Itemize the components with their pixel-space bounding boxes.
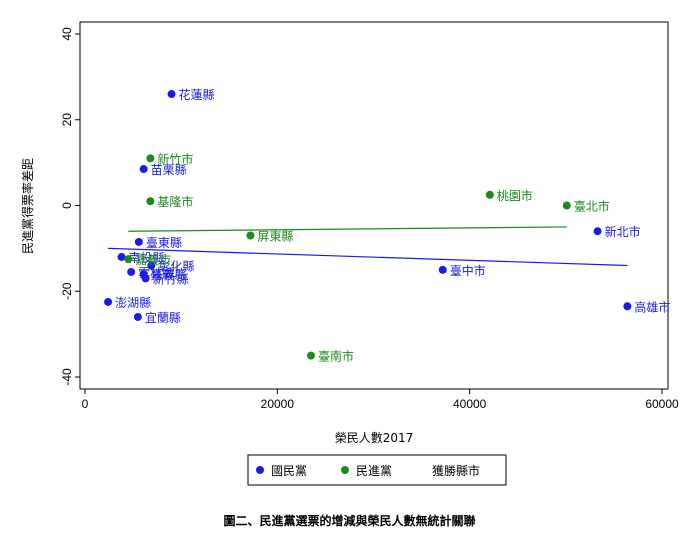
point-label: 彰化縣 (158, 259, 194, 274)
point-label: 基隆市 (157, 194, 193, 209)
data-point (117, 252, 126, 261)
data-point (146, 197, 155, 206)
data-point (146, 154, 155, 163)
point-label: 臺北市 (574, 199, 610, 214)
data-point (133, 312, 142, 321)
legend-label: 民進黨 (356, 464, 392, 478)
fit-lines (108, 226, 628, 267)
y-tick-label: -20 (60, 282, 74, 300)
data-point (167, 90, 176, 99)
legend-label: 國民黨 (271, 464, 307, 478)
data-point (104, 297, 113, 306)
data-point (139, 165, 148, 174)
data-point (134, 237, 143, 246)
data-point (141, 274, 150, 283)
point-label: 苗栗縣 (151, 163, 187, 177)
legend: 國民黨 民進黨 獲勝縣市 (256, 463, 480, 478)
point-label: 桃園市 (497, 188, 533, 203)
point-label: 新竹縣 (153, 271, 189, 286)
legend-label: 獲勝縣市 (432, 463, 480, 478)
point-label: 嘉義市 (135, 252, 171, 267)
data-point (623, 302, 632, 311)
point-label: 澎湖縣 (115, 295, 151, 310)
legend-marker (341, 466, 349, 474)
data-point (124, 255, 133, 264)
point-label: 花蓮縣 (179, 87, 215, 102)
data-points: 花蓮縣苗栗縣臺東縣南投縣彰化縣雲林縣嘉義縣新竹縣澎湖縣宜蘭縣臺中市新北市高雄市新… (104, 87, 670, 364)
x-tick-label: 0 (82, 397, 89, 411)
point-label: 臺東縣 (146, 235, 182, 250)
point-label: 臺南市 (318, 349, 354, 364)
data-point (147, 261, 156, 270)
data-point (127, 267, 136, 276)
y-tick-label: 20 (60, 113, 74, 127)
legend-marker (256, 466, 264, 474)
point-label: 南投縣 (129, 250, 165, 265)
x-tick-label: 20000 (261, 397, 295, 411)
x-tick-label: 40000 (453, 397, 487, 411)
figure-caption: 圖二、民進黨選票的增減與榮民人數無統計關聯 (223, 514, 476, 528)
x-axis-label: 榮民人數2017 (335, 431, 414, 445)
legend-box (247, 454, 507, 486)
fit-line-0 (108, 247, 628, 267)
axes: 0 20000 40000 60000 -40 -20 0 20 40 (60, 27, 679, 411)
point-label: 高雄市 (634, 299, 670, 314)
point-label: 新竹市 (157, 151, 193, 166)
data-point (593, 227, 602, 236)
point-label: 屏東縣 (257, 230, 293, 244)
y-axis-label: 民進黨得票率差距 (20, 158, 35, 254)
data-point (306, 351, 315, 360)
data-point (246, 231, 255, 240)
fit-line-1 (128, 226, 567, 232)
y-tick-label: 40 (60, 27, 74, 41)
data-point (485, 190, 494, 199)
point-label: 新北市 (605, 224, 641, 239)
y-tick-label: 0 (60, 202, 74, 209)
data-point (438, 265, 447, 274)
y-tick-label: -40 (60, 368, 74, 386)
point-label: 宜蘭縣 (145, 310, 181, 325)
point-label: 嘉義縣 (151, 267, 187, 282)
point-label: 臺中市 (450, 263, 486, 278)
data-point (562, 201, 571, 210)
x-tick-label: 60000 (645, 397, 679, 411)
